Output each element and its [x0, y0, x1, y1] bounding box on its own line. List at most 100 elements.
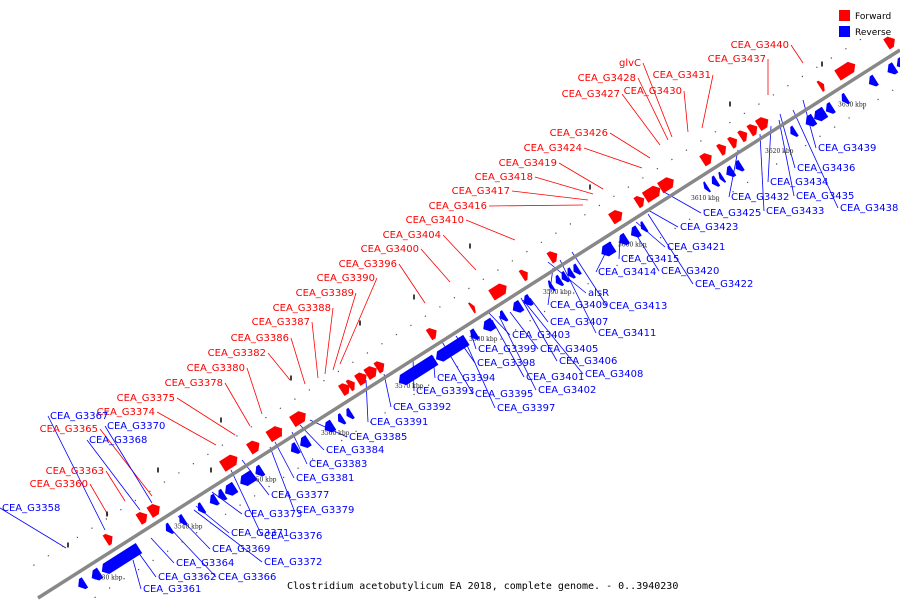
- forward-gene-arrow: [716, 143, 727, 156]
- track-dot: [526, 250, 528, 253]
- gene-label: CEA_G3381: [296, 473, 354, 484]
- track-dot: [572, 292, 575, 294]
- gene-label: CEA_G3369: [212, 544, 270, 555]
- forward-gene-arrow: [102, 533, 113, 546]
- reverse-gene-shape: [573, 263, 582, 275]
- track-dot: [714, 131, 717, 133]
- gene-label: CEA_G3433: [766, 206, 824, 217]
- reverse-gene-shape: [561, 270, 571, 283]
- track-dot: [91, 527, 93, 529]
- gene-label-connector: [792, 109, 839, 209]
- gene-label: CEA_G3438: [840, 203, 898, 214]
- gene-label-connector: [167, 525, 217, 578]
- gene-label-connector: [642, 62, 673, 138]
- forward-gene-shape: [246, 440, 260, 455]
- gene-label: CEA_G3391: [370, 417, 428, 428]
- reverse-gene-shape: [255, 464, 266, 477]
- scale-tick-label: 3570 kbp: [395, 383, 424, 390]
- scale-tick-label: 3630 kbp: [838, 102, 867, 109]
- track-dot: [210, 522, 212, 525]
- track-dot: [62, 545, 64, 548]
- reverse-gene-shape: [483, 317, 497, 332]
- reverse-gene-shape: [209, 493, 220, 506]
- forward-gene-shape: [146, 503, 160, 518]
- forward-gene-shape: [883, 36, 895, 50]
- track-dot: [497, 269, 499, 271]
- reverse-gene-arrow: [726, 165, 737, 178]
- gene-label: CEA_G3367: [50, 411, 108, 422]
- track-dot: [297, 467, 299, 469]
- reverse-gene-shape: [805, 113, 818, 127]
- forward-gene-arrow: [246, 440, 260, 455]
- track-dot: [642, 177, 644, 179]
- gene-label-connector: [759, 133, 765, 212]
- reverse-gene-shape: [703, 181, 711, 193]
- reverse-gene-shape: [512, 299, 525, 313]
- forward-gene-arrow: [373, 361, 385, 374]
- track-dot: [224, 513, 227, 515]
- track-dot: [877, 98, 879, 101]
- reverse-gene-shape: [290, 442, 301, 454]
- gene-label-connector: [105, 470, 126, 502]
- forward-gene-shape: [608, 209, 623, 225]
- track-dot: [874, 29, 876, 32]
- gene-label: CEA_G3370: [107, 421, 165, 432]
- reverse-gene-arrow: [499, 310, 509, 322]
- forward-gene-arrow: [546, 251, 558, 264]
- gene-label-connector: [156, 411, 217, 446]
- forward-gene-arrow: [657, 177, 674, 194]
- reverse-gene-shape: [567, 267, 576, 279]
- track-dot: [543, 310, 546, 313]
- gene-label: CEA_G3358: [2, 503, 60, 514]
- reverse-gene-shape: [101, 542, 143, 575]
- gene-label: CEA_G3392: [393, 402, 451, 413]
- forward-gene-arrow: [146, 503, 160, 518]
- forward-gene-shape: [546, 251, 558, 264]
- track-dot: [587, 283, 589, 285]
- gene-label-connector: [621, 93, 661, 146]
- track-dot: [123, 578, 125, 580]
- track-dot: [891, 89, 894, 92]
- gene-label-connector: [767, 125, 772, 183]
- legend-forward-swatch: [839, 10, 850, 21]
- gene-label-connector: [324, 307, 334, 375]
- reverse-gene-shape: [78, 577, 89, 590]
- gene-label: CEA_G3390: [317, 273, 375, 284]
- scale-tick-label: 3590 kbp: [543, 289, 572, 296]
- track-dot: [862, 108, 865, 110]
- gene-label: glvC: [619, 58, 641, 69]
- track-dot: [801, 75, 804, 78]
- gene-label-connector: [193, 509, 263, 563]
- gene-label: CEA_G3424: [524, 143, 582, 154]
- track-dot: [282, 476, 285, 479]
- track-dot: [427, 384, 430, 386]
- reverse-gene-arrow: [887, 62, 899, 75]
- scale-ticks: 3530 kbp 3540 kbp 3550 kbp 3560 kbp 3570 kbp…: [33, 29, 894, 598]
- gene-label-connector: [558, 162, 604, 190]
- track-dot: [453, 297, 456, 299]
- gene-label-connector: [442, 234, 477, 271]
- track-dot: [804, 144, 807, 147]
- reverse-gene-arrow: [601, 241, 617, 257]
- gene-label: CEA_G3402: [538, 385, 596, 396]
- legend-forward-label: Forward: [855, 12, 891, 22]
- forward-gene-shape: [338, 383, 350, 397]
- gene-label-connector: [47, 415, 106, 531]
- forward-gene-arrow: [754, 117, 769, 132]
- track-dot: [485, 347, 488, 350]
- gene-label-connector: [509, 311, 539, 350]
- track-dot: [746, 181, 749, 184]
- track-dot: [33, 564, 35, 566]
- track-dot: [833, 126, 836, 128]
- track-dot: [630, 255, 633, 257]
- track-dot: [775, 163, 778, 165]
- track-dot: [514, 329, 517, 331]
- forward-gene-shape: [716, 143, 727, 156]
- gene-label: CEA_G3403: [512, 330, 570, 341]
- reverse-gene-shape: [197, 502, 207, 514]
- reverse-gene-shape: [523, 294, 534, 306]
- track-dot: [311, 458, 314, 460]
- gene-label: CEA_G3396: [339, 259, 397, 270]
- track-dot: [178, 472, 180, 474]
- track-dot: [105, 518, 108, 520]
